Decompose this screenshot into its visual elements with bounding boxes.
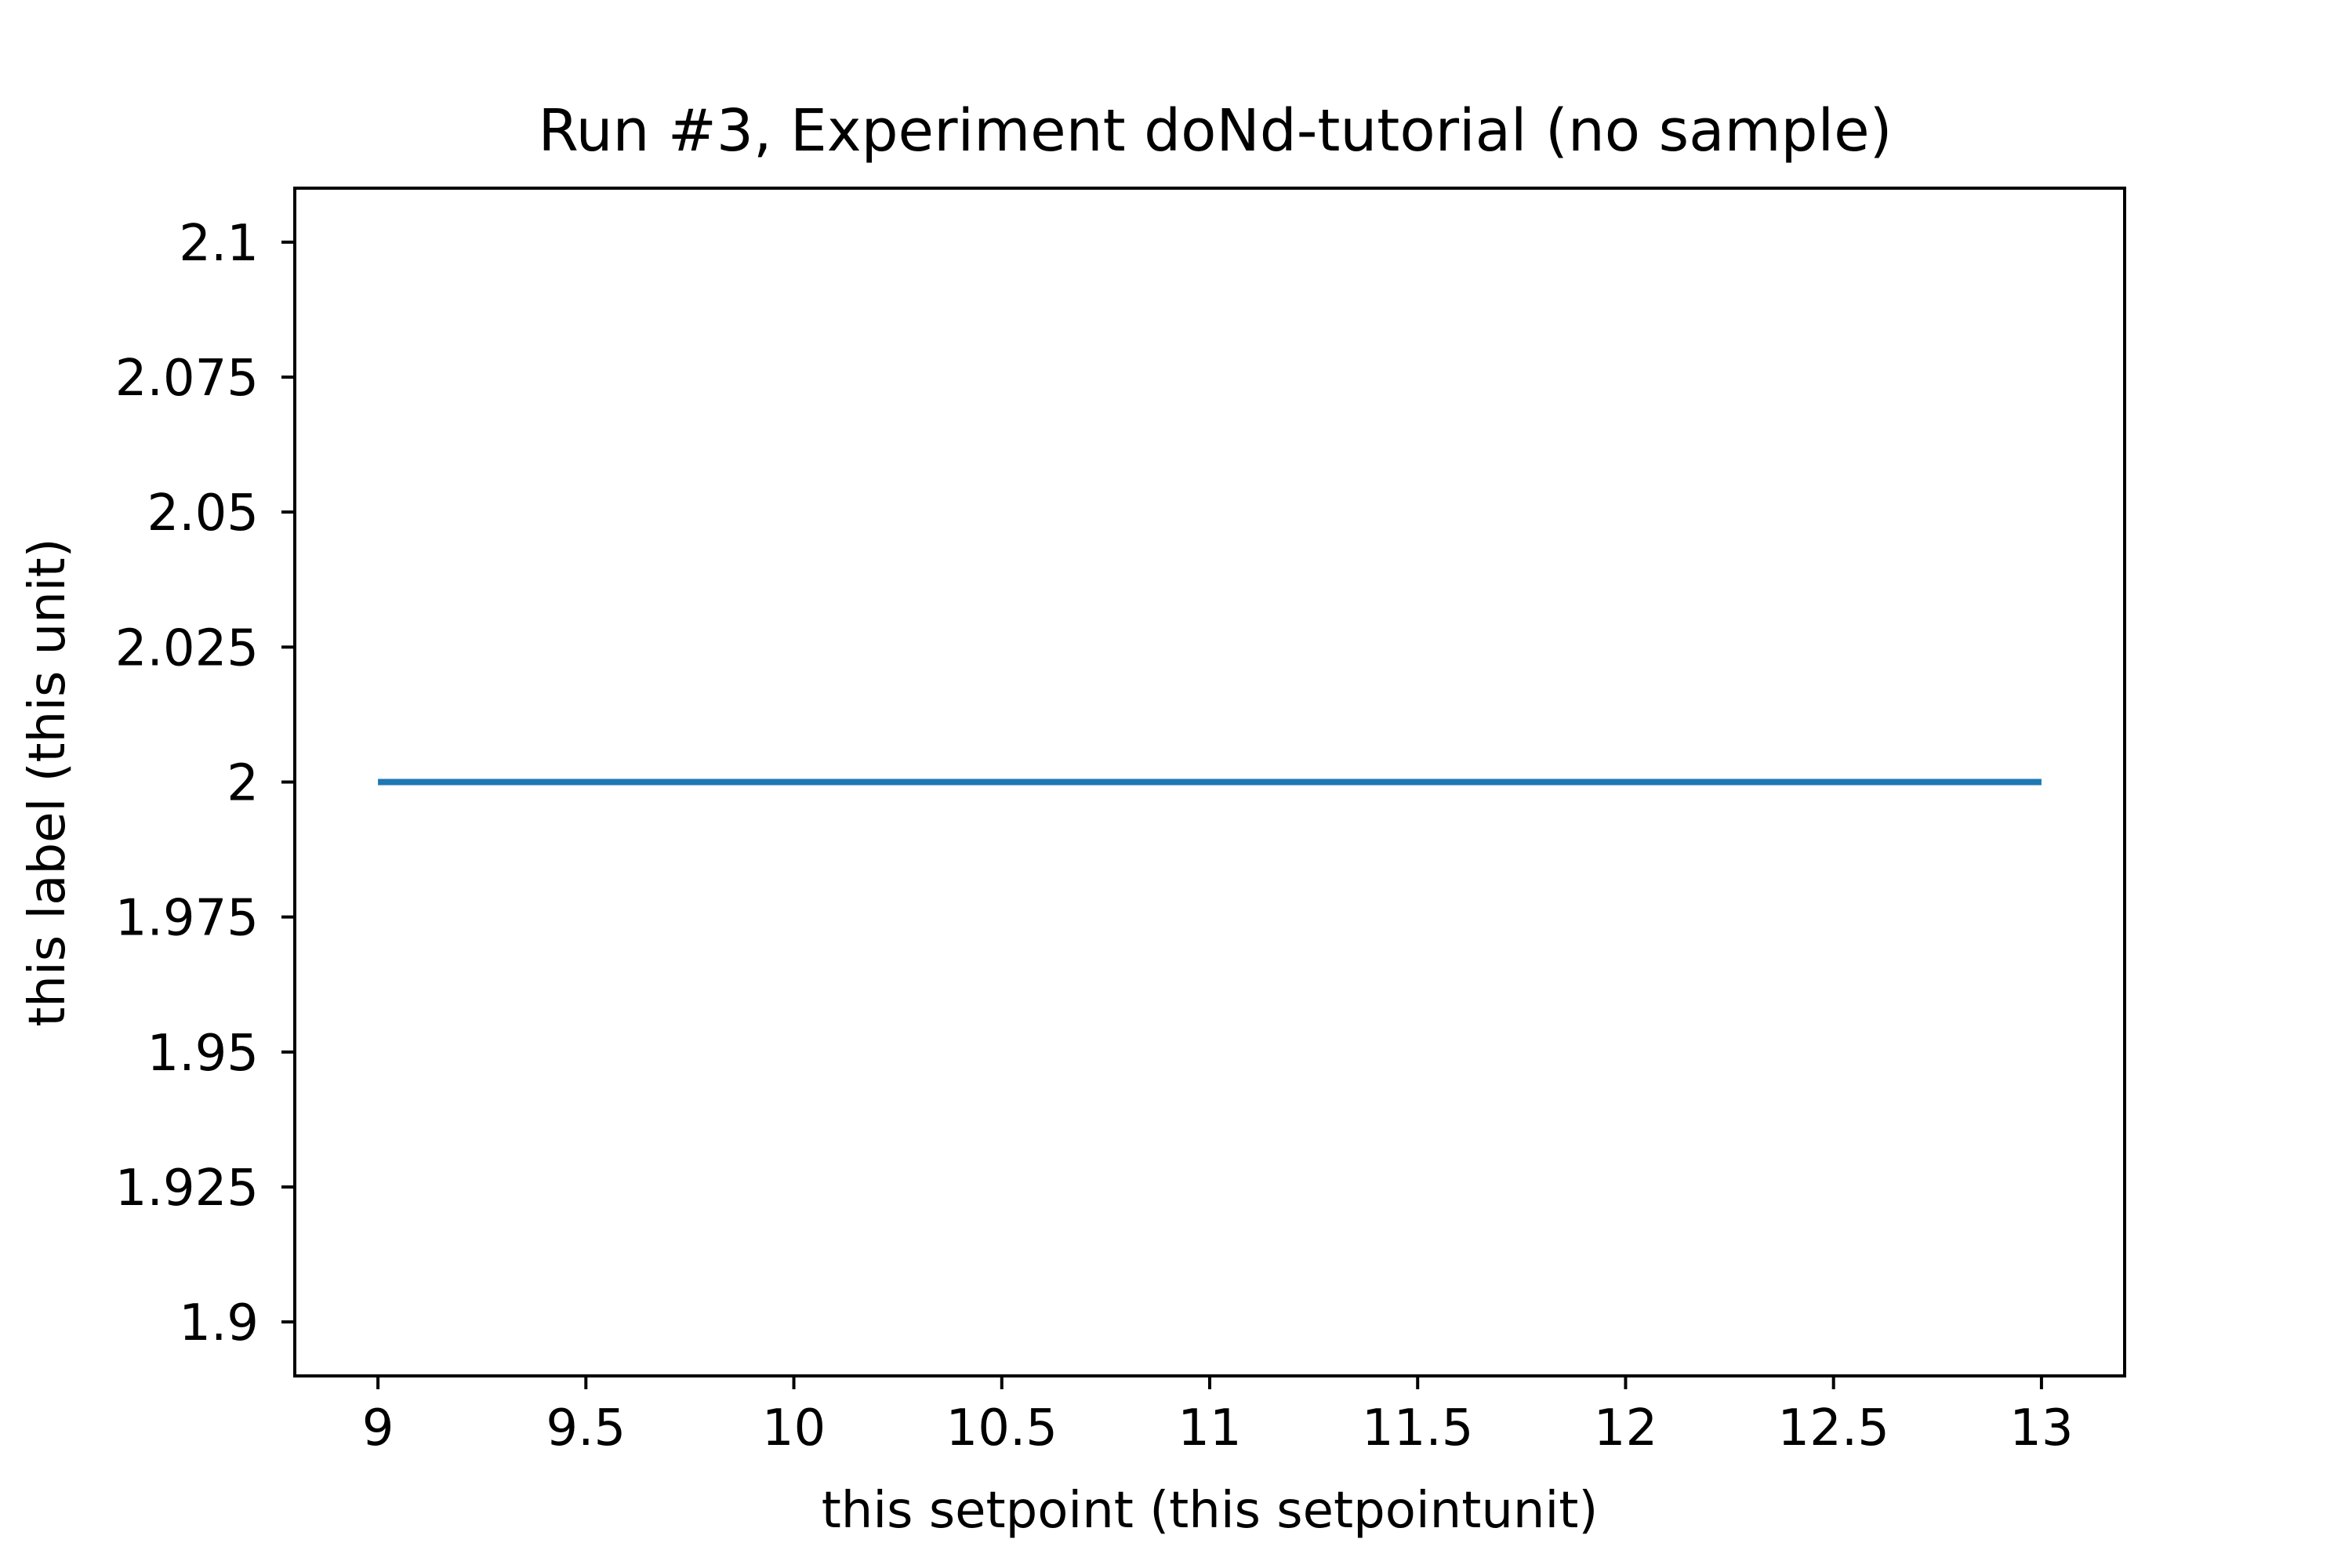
- x-tick-label: 10: [762, 1399, 826, 1457]
- x-axis: 9 9.5 10 10.5 11 11.5 12 12.5 13: [362, 1376, 2074, 1457]
- y-axis-label: this label (this unit): [19, 538, 77, 1026]
- y-tick-label: 1.925: [115, 1160, 259, 1218]
- y-tick-label: 2.05: [147, 485, 260, 543]
- y-tick-label: 1.975: [115, 890, 259, 948]
- y-tick-label: 2.1: [179, 215, 259, 273]
- y-axis: 1.9 1.925 1.95 1.975 2 2.025 2.05 2.075 2.1: [115, 215, 295, 1352]
- chart-title: Run #3, Experiment doNd-tutorial (no sam…: [538, 97, 1892, 165]
- x-tick-label: 11.5: [1362, 1399, 1474, 1457]
- x-tick-label: 12.5: [1777, 1399, 1889, 1457]
- y-tick-label: 2.075: [115, 350, 259, 408]
- x-axis-label: this setpoint (this setpointunit): [822, 1482, 1599, 1540]
- plot-area-frame: [293, 187, 2126, 1377]
- y-tick-label: 1.95: [147, 1025, 260, 1083]
- x-tick-label: 13: [2009, 1399, 2073, 1457]
- y-tick-label: 2.025: [115, 619, 259, 677]
- x-tick-label: 11: [1178, 1399, 1241, 1457]
- y-tick-label: 2: [227, 755, 259, 813]
- x-tick-label: 9.5: [546, 1399, 626, 1457]
- y-tick-label: 1.9: [179, 1294, 259, 1352]
- x-tick-label: 12: [1594, 1399, 1657, 1457]
- x-tick-label: 10.5: [946, 1399, 1058, 1457]
- x-tick-label: 9: [362, 1399, 394, 1457]
